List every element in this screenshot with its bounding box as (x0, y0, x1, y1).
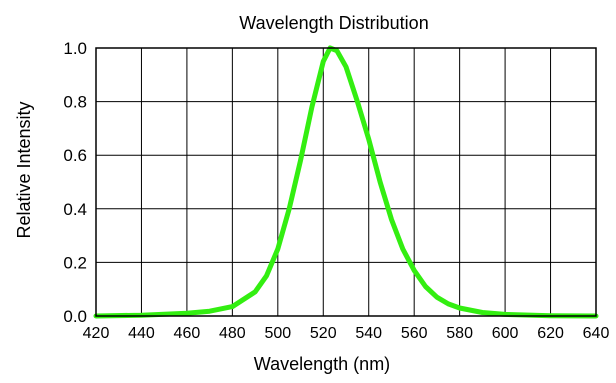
x-tick-label: 460 (174, 325, 201, 342)
x-tick-label: 600 (492, 325, 519, 342)
x-tick-label: 640 (583, 325, 610, 342)
grid (96, 48, 596, 316)
x-tick-label: 440 (128, 325, 155, 342)
x-tick-label: 420 (83, 325, 110, 342)
y-tick-label: 0.0 (63, 307, 87, 326)
chart-title: Wavelength Distribution (239, 13, 428, 33)
x-tick-label: 620 (537, 325, 564, 342)
x-axis-label: Wavelength (nm) (254, 354, 390, 374)
y-tick-labels: 0.0 0.2 0.4 0.6 0.8 1.0 (63, 39, 87, 326)
y-tick-label: 0.8 (63, 93, 87, 112)
x-tick-labels: 420 440 460 480 500 520 540 560 580 600 620 640 (83, 325, 610, 342)
spectrum-line (96, 48, 596, 316)
y-tick-label: 0.2 (63, 253, 87, 272)
x-tick-label: 580 (446, 325, 473, 342)
y-tick-label: 0.4 (63, 200, 87, 219)
y-tick-label: 0.6 (63, 146, 87, 165)
x-tick-label: 500 (264, 325, 291, 342)
y-axis-label: Relative Intensity (14, 101, 34, 238)
x-tick-label: 560 (401, 325, 428, 342)
series-layer (96, 48, 596, 316)
x-tick-label: 480 (219, 325, 246, 342)
plot-frame (96, 48, 596, 316)
x-tick-label: 520 (310, 325, 337, 342)
y-tick-label: 1.0 (63, 39, 87, 58)
x-tick-label: 540 (355, 325, 382, 342)
